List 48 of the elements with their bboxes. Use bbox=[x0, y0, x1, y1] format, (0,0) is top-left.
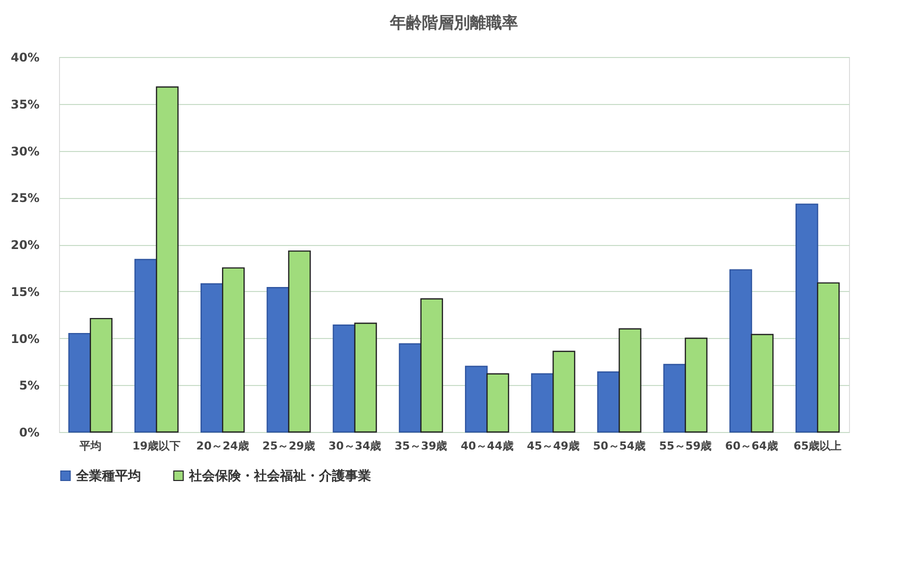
bar bbox=[68, 332, 91, 433]
y-tick-label: 20% bbox=[10, 238, 40, 252]
bar bbox=[618, 328, 642, 433]
x-tick-label: 19歳以下 bbox=[132, 440, 181, 452]
x-tick-label: 60～64歳 bbox=[725, 440, 778, 452]
x-tick-label: 平均 bbox=[78, 440, 102, 452]
bar bbox=[684, 338, 708, 433]
bar bbox=[332, 324, 356, 433]
bar bbox=[486, 373, 510, 433]
bar bbox=[464, 366, 488, 433]
y-tick-label: 10% bbox=[10, 332, 40, 346]
chart-title: 年齢階層別離職率 bbox=[389, 13, 518, 32]
bar bbox=[156, 86, 179, 433]
bar bbox=[398, 343, 422, 433]
bar bbox=[729, 269, 752, 433]
y-tick-label: 15% bbox=[10, 284, 40, 299]
x-tick-label: 65歳以上 bbox=[793, 440, 842, 452]
x-tick-label: 20～24歳 bbox=[196, 440, 249, 452]
y-tick-label: 0% bbox=[19, 426, 40, 440]
bar bbox=[222, 267, 245, 433]
bar bbox=[354, 322, 377, 433]
bar bbox=[663, 364, 686, 433]
bar bbox=[531, 373, 554, 433]
bar bbox=[420, 298, 444, 433]
bar bbox=[90, 318, 112, 433]
legend-label: 全業種平均 bbox=[75, 468, 141, 484]
bar bbox=[750, 334, 774, 433]
bar bbox=[200, 283, 224, 433]
x-tick-label: 25～29歳 bbox=[262, 440, 316, 452]
y-tick-label: 30% bbox=[10, 144, 40, 158]
bar bbox=[288, 250, 311, 433]
x-tick-label: 30～34歳 bbox=[328, 440, 382, 452]
y-tick-label: 5% bbox=[19, 378, 40, 393]
x-tick-label: 50～54歳 bbox=[592, 440, 646, 452]
x-tick-label: 55～59歳 bbox=[659, 440, 712, 452]
bar bbox=[796, 204, 818, 433]
y-tick-label: 25% bbox=[10, 191, 40, 206]
y-tick-label: 35% bbox=[10, 97, 40, 112]
x-tick-label: 40～44歳 bbox=[460, 440, 514, 452]
x-tick-label: 45～49歳 bbox=[526, 440, 580, 452]
bar bbox=[552, 350, 576, 433]
y-tick-label: 40% bbox=[10, 50, 40, 64]
bar bbox=[266, 287, 290, 433]
x-tick-label: 35～39歳 bbox=[394, 440, 448, 452]
bar bbox=[597, 371, 620, 433]
bar bbox=[817, 282, 840, 433]
legend-label: 社会保険・社会福祉・介護事業 bbox=[188, 468, 371, 484]
bar bbox=[134, 258, 158, 433]
